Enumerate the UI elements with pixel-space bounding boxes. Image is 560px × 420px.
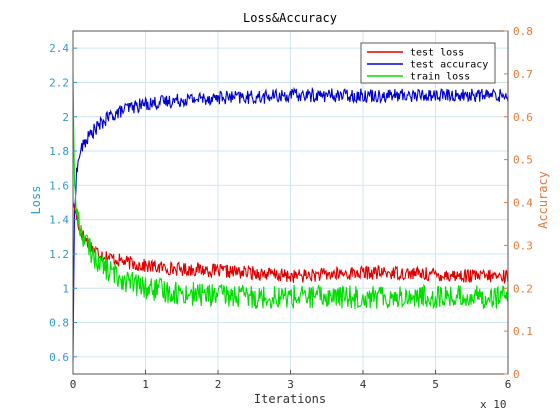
x-tick-label-4: 4 xyxy=(360,378,367,391)
x-tick-label-1: 1 xyxy=(142,378,149,391)
y-left-tick-label-0: 0.6 xyxy=(49,351,69,364)
y-right-tick-label-0: 0 xyxy=(513,368,520,381)
x-tick-label-0: 0 xyxy=(70,378,77,391)
y-right-tick-label-6: 0.6 xyxy=(513,111,533,124)
y-right-tick-label-2: 0.2 xyxy=(513,282,533,295)
y-right-tick-label-7: 0.7 xyxy=(513,68,533,81)
x-tick-label-3: 3 xyxy=(287,378,294,391)
y-left-tick-label-5: 1.6 xyxy=(49,179,69,192)
tick-labels: 0 1 2 3 4 5 6 0.6 0.8 1 1.2 1.4 1.6 1.8 2 2.2 2.4 0 0.1 0.2… xyxy=(49,25,533,391)
y-left-tick-label-2: 1 xyxy=(62,282,69,295)
series-line-test-loss xyxy=(72,202,509,285)
watermark: 知乎 @宋一水 xyxy=(446,385,533,402)
x-axis-label: Iterations xyxy=(254,392,326,406)
y-left-tick-label-9: 2.4 xyxy=(49,42,69,55)
y-left-tick-label-8: 2.2 xyxy=(49,76,69,89)
y-right-tick-label-4: 0.4 xyxy=(513,197,533,210)
y-left-tick-label-1: 0.8 xyxy=(49,317,69,330)
chart-title: Loss&Accuracy xyxy=(243,11,337,25)
y-right-tick-label-8: 0.8 xyxy=(513,25,533,38)
series-line-train-loss xyxy=(72,73,509,310)
series-line-test-accuracy xyxy=(72,86,509,362)
y-right-tick-label-5: 0.5 xyxy=(513,154,533,167)
y-axis-left-label: Loss xyxy=(29,186,43,215)
y-left-tick-label-7: 2 xyxy=(62,111,69,124)
legend-label-train-loss: train loss xyxy=(410,72,470,83)
x-tick-label-5: 5 xyxy=(432,378,439,391)
y-axis-right-label: Accuracy xyxy=(536,171,550,229)
series-layer xyxy=(72,73,509,362)
x-axis-exponent-label: x 10 xyxy=(480,398,507,411)
y-right-tick-label-3: 0.3 xyxy=(513,239,533,252)
x-tick-label-6: 6 xyxy=(505,378,512,391)
x-tick-label-2: 2 xyxy=(215,378,222,391)
y-right-tick-label-1: 0.1 xyxy=(513,325,533,338)
y-left-tick-label-6: 1.8 xyxy=(49,145,69,158)
y-left-tick-label-4: 1.4 xyxy=(49,214,69,227)
y-left-tick-label-3: 1.2 xyxy=(49,248,69,261)
legend-label-test-accuracy: test accuracy xyxy=(410,60,488,71)
grid-lines xyxy=(72,31,509,374)
legend-label-test-loss: test loss xyxy=(410,48,464,59)
